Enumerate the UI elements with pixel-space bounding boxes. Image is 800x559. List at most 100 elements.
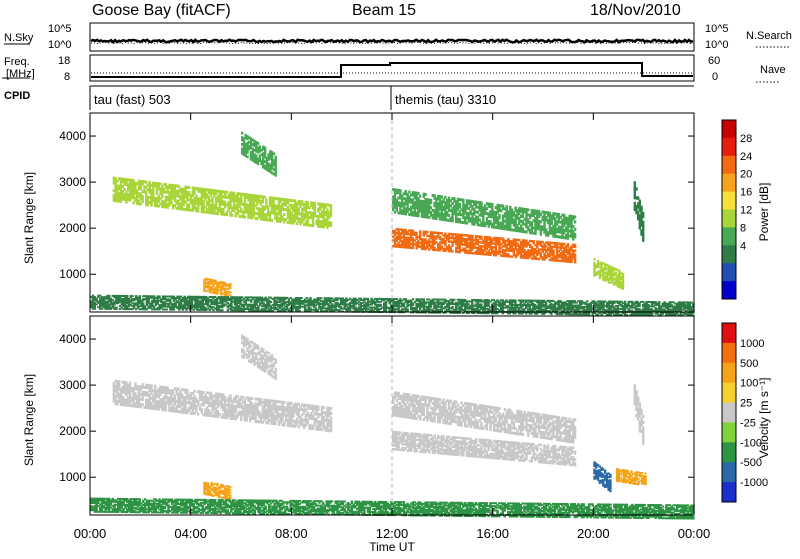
echo-cell xyxy=(408,191,410,194)
freq-tick-bottom: 8 xyxy=(64,71,70,83)
echo-cell xyxy=(642,224,644,227)
echo-cell xyxy=(188,186,190,189)
nsky-trace xyxy=(91,40,693,42)
echo-cell xyxy=(221,309,223,311)
echo-cell xyxy=(518,239,520,241)
echo-cell xyxy=(639,203,641,206)
echo-cell xyxy=(574,228,576,231)
echo-cell xyxy=(430,206,432,209)
echo-cell xyxy=(131,295,133,297)
echo-cell xyxy=(593,258,595,260)
echo-cell xyxy=(534,232,536,235)
echo-cell xyxy=(330,224,332,227)
echo-cell xyxy=(173,309,175,311)
echo-cell xyxy=(634,193,636,196)
echo-cell xyxy=(536,246,538,248)
echo-cell xyxy=(140,187,142,190)
echo-cell xyxy=(170,201,172,204)
freq-trace xyxy=(91,63,693,77)
echo-cell xyxy=(430,201,432,204)
echo-cell xyxy=(273,152,275,155)
echo-cell xyxy=(574,246,576,248)
echo-cell xyxy=(574,235,576,238)
echo-cell xyxy=(634,184,636,187)
echo-cell xyxy=(514,313,516,315)
power-panel xyxy=(90,113,695,317)
echo-cell xyxy=(412,247,414,249)
echo-cell xyxy=(570,261,572,263)
echo-cell xyxy=(599,277,601,279)
echo-cell xyxy=(246,151,248,154)
echo-cell xyxy=(244,216,246,219)
echo-cell xyxy=(226,191,228,194)
echo-cell xyxy=(642,221,644,224)
echo-cell xyxy=(161,195,163,198)
echo-cell xyxy=(444,196,446,199)
echo-cell xyxy=(635,187,637,190)
echo-cell xyxy=(430,306,432,308)
echo-cell xyxy=(330,214,332,217)
echo-cell xyxy=(479,219,481,222)
echo-cell xyxy=(642,227,644,230)
echo-cell xyxy=(417,192,419,195)
echo-cell xyxy=(226,213,228,216)
echo-cell xyxy=(216,293,218,295)
echo-cell xyxy=(231,214,233,217)
echo-cell xyxy=(270,301,272,303)
echo-cell xyxy=(263,196,265,199)
echo-cell xyxy=(640,209,642,212)
echo-cell xyxy=(451,250,453,252)
nave-tick-bottom: 0 xyxy=(712,71,718,83)
echo-cell xyxy=(451,245,453,247)
echo-cell xyxy=(145,181,147,184)
echo-cell xyxy=(441,232,443,234)
echo-cell xyxy=(241,132,243,135)
echo-cell xyxy=(94,308,96,310)
echo-cell xyxy=(246,155,248,158)
echo-cell xyxy=(586,300,588,302)
echo-cell xyxy=(271,219,273,222)
echo-cell xyxy=(574,261,576,263)
echo-cell xyxy=(229,294,231,296)
cpid-mode-2: themis (tau) 3310 xyxy=(395,92,496,107)
echo-cell xyxy=(166,309,168,311)
echo-cell xyxy=(257,162,259,165)
echo-cell xyxy=(396,209,398,212)
echo-cell xyxy=(123,188,125,191)
echo-cell xyxy=(642,236,644,239)
echo-cell xyxy=(257,142,259,145)
echo-cell xyxy=(115,308,117,310)
echo-cell xyxy=(312,224,314,227)
echo-cell xyxy=(639,200,641,203)
echo-cell xyxy=(642,238,644,241)
echo-cell xyxy=(150,204,152,207)
echo-cell xyxy=(426,231,428,233)
echo-cell xyxy=(417,214,419,217)
echo-cell xyxy=(642,215,644,218)
echo-cell xyxy=(634,202,636,205)
echo-cell xyxy=(275,174,277,177)
echo-cell xyxy=(300,297,302,299)
echo-cell xyxy=(320,297,322,299)
echo-cell xyxy=(563,243,565,245)
echo-cell xyxy=(424,193,426,196)
echo-cell xyxy=(250,301,252,303)
echo-cell xyxy=(540,233,542,236)
echo-cell xyxy=(588,313,590,315)
nsearch-label: N.Search xyxy=(746,30,792,42)
echo-cell xyxy=(412,304,414,306)
echo-cell xyxy=(159,183,161,186)
echo-cell xyxy=(551,222,553,225)
station-title: Goose Bay (fitACF) xyxy=(92,2,231,19)
echo-cell xyxy=(262,200,264,203)
nave-label: Nave xyxy=(760,64,786,76)
echo-cell xyxy=(197,210,199,213)
echo-cell xyxy=(453,299,455,301)
echo-cell xyxy=(459,206,461,209)
echo-cell xyxy=(572,225,574,228)
echo-cell xyxy=(156,192,158,195)
echo-cell xyxy=(574,216,576,219)
echo-cell xyxy=(451,219,453,222)
cpid-mode-1: tau (fast) 503 xyxy=(94,92,171,107)
echo-cell xyxy=(634,181,636,184)
